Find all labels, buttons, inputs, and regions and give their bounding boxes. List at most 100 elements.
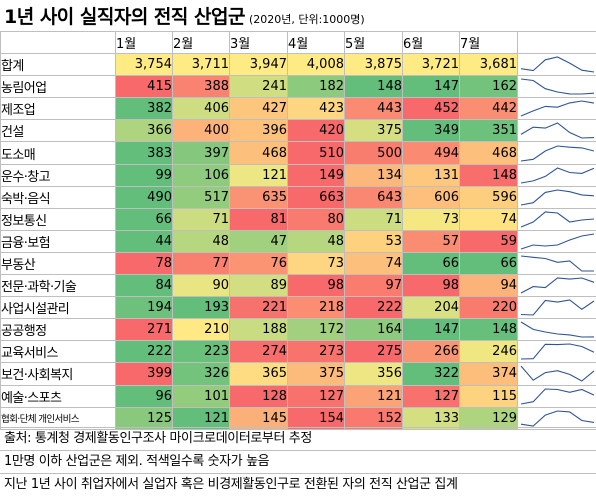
notes: 출처: 통계청 경제활동인구조사 마이크로데이터로부터 추정 1만명 이하 산업…: [0, 427, 596, 496]
value-cell: 47: [230, 230, 288, 252]
value-cell: 273: [288, 341, 345, 363]
value-cell: 663: [288, 186, 345, 208]
value-cell: 162: [460, 76, 518, 98]
value-cell: 66: [460, 252, 518, 274]
value-cell: 71: [173, 208, 230, 230]
sparkline-line: [521, 322, 594, 337]
month-header-row: 1월 2월 3월 4월 5월 6월 7월: [1, 32, 596, 54]
value-cell: 271: [116, 319, 173, 341]
sparkline: [518, 98, 596, 119]
sparkline: [518, 386, 596, 407]
value-cell: 366: [116, 120, 173, 142]
value-cell: 222: [345, 297, 403, 319]
value-cell: 128: [230, 385, 288, 407]
sparkline-cell: [518, 120, 596, 142]
sparkline-cell: [518, 76, 596, 98]
value-cell: 77: [173, 252, 230, 274]
source-note: 출처: 통계청 경제활동인구조사 마이크로데이터로부터 추정: [0, 427, 596, 450]
value-cell: 223: [173, 341, 230, 363]
value-cell: 266: [403, 341, 460, 363]
value-cell: 443: [345, 98, 403, 120]
value-cell: 468: [230, 142, 288, 164]
value-cell: 406: [173, 98, 230, 120]
month-header: 1월: [116, 32, 173, 54]
value-cell: 149: [288, 164, 345, 186]
value-cell: 220: [460, 297, 518, 319]
sparkline-line: [521, 190, 594, 205]
value-cell: 148: [460, 319, 518, 341]
value-cell: 71: [345, 208, 403, 230]
value-cell: 115: [460, 385, 518, 407]
value-cell: 59: [460, 230, 518, 252]
value-cell: 399: [116, 363, 173, 385]
value-cell: 635: [230, 186, 288, 208]
value-cell: 106: [173, 164, 230, 186]
value-cell: 221: [230, 297, 288, 319]
sparkline-cell: [518, 407, 596, 429]
industry-label: 건설: [1, 120, 116, 142]
sparkline: [518, 363, 596, 384]
value-cell: 468: [460, 142, 518, 164]
sparkline-cell: [518, 98, 596, 120]
sparkline-line: [521, 168, 594, 183]
method-note: 지난 1년 사이 취업자에서 실업자 혹은 비경제활동인구로 전환된 자의 전직…: [0, 473, 596, 496]
sparkline-line: [521, 278, 594, 293]
value-cell: 222: [116, 341, 173, 363]
sparkline-cell: [518, 252, 596, 274]
value-cell: 510: [288, 142, 345, 164]
industry-label: 사업시설관리: [1, 297, 116, 319]
sparkline-cell: [518, 275, 596, 297]
sparkline-line: [521, 146, 594, 161]
industry-label: 농림어업: [1, 76, 116, 98]
value-cell: 218: [288, 297, 345, 319]
value-cell: 84: [116, 275, 173, 297]
value-cell: 73: [403, 208, 460, 230]
value-cell: 99: [116, 164, 173, 186]
sparkline: [518, 253, 596, 274]
industry-label: 보건·사회복지: [1, 363, 116, 385]
value-cell: 129: [460, 407, 518, 429]
value-cell: 349: [403, 120, 460, 142]
value-cell: 182: [288, 76, 345, 98]
value-cell: 400: [173, 120, 230, 142]
sparkline-cell: [518, 208, 596, 230]
sparkline-cell: [518, 230, 596, 252]
industry-label: 협회·단체 개인서비스: [1, 407, 116, 429]
sparkline: [518, 120, 596, 141]
value-cell: 147: [403, 319, 460, 341]
value-cell: 204: [403, 297, 460, 319]
industry-label: 부동산: [1, 252, 116, 274]
value-cell: 4,008: [288, 54, 345, 76]
value-cell: 382: [116, 98, 173, 120]
value-cell: 98: [403, 275, 460, 297]
month-header: 4월: [288, 32, 345, 54]
chart-title: 1년 사이 실직자의 전직 산업군: [4, 6, 245, 28]
value-cell: 606: [403, 186, 460, 208]
corner-cell: [1, 32, 116, 54]
value-cell: 94: [460, 275, 518, 297]
value-cell: 326: [173, 363, 230, 385]
sparkline: [518, 231, 596, 252]
value-cell: 388: [173, 76, 230, 98]
month-header: 3월: [230, 32, 288, 54]
sparkline-line: [521, 123, 594, 138]
chart-subtitle: (2020년, 단위:1000명): [249, 13, 365, 26]
value-cell: 121: [230, 164, 288, 186]
value-cell: 397: [173, 142, 230, 164]
month-header: 2월: [173, 32, 230, 54]
industry-label: 정보통신: [1, 208, 116, 230]
sparkline-cell: [518, 186, 596, 208]
month-header: 6월: [403, 32, 460, 54]
value-cell: 127: [403, 385, 460, 407]
value-cell: 3,947: [230, 54, 288, 76]
sparkline-line: [521, 79, 594, 94]
value-cell: 490: [116, 186, 173, 208]
